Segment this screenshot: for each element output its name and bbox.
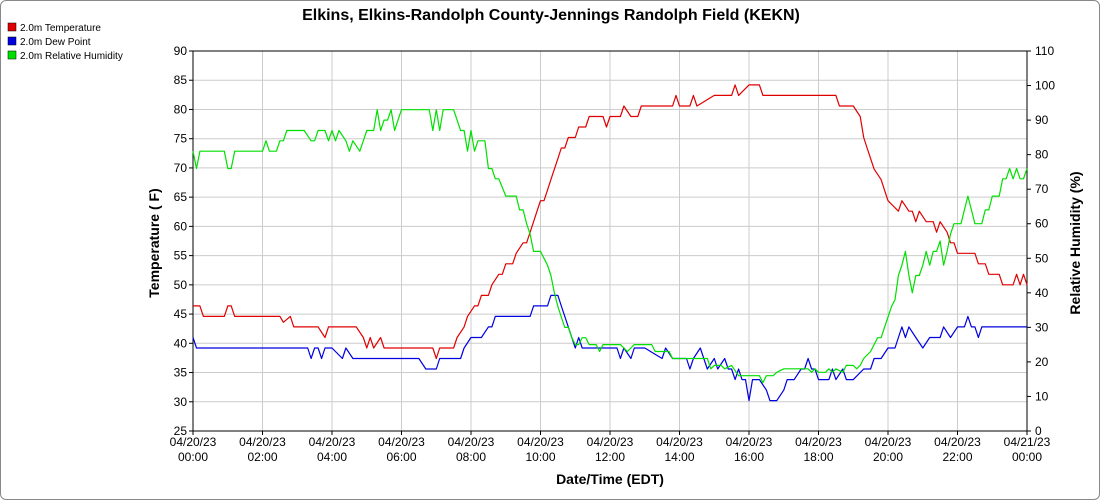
x-axis-ticks: 04/20/2300:0004/20/2302:0004/20/2304:000… bbox=[170, 431, 1051, 464]
grid bbox=[192, 50, 1028, 432]
x-tick-time: 00:00 bbox=[1012, 450, 1042, 464]
y2-tick-label: 80 bbox=[1035, 148, 1049, 162]
y-tick-label: 50 bbox=[174, 278, 188, 292]
y2-tick-label: 30 bbox=[1035, 320, 1049, 334]
x-tick-time: 14:00 bbox=[664, 450, 694, 464]
x-tick-time: 02:00 bbox=[247, 450, 277, 464]
y-axis-label: Temperature ( F) bbox=[146, 188, 162, 297]
x-tick-time: 04:00 bbox=[317, 450, 347, 464]
series-line-2-0m-relative-humidity bbox=[192, 109, 1028, 384]
x-tick-date: 04/20/23 bbox=[656, 435, 703, 449]
y2-tick-label: 10 bbox=[1035, 389, 1049, 403]
y2-axis-label: Relative Humidity (%) bbox=[1067, 171, 1083, 314]
x-tick-date: 04/20/23 bbox=[934, 435, 981, 449]
y-tick-label: 25 bbox=[174, 424, 188, 438]
x-tick-time: 18:00 bbox=[803, 450, 833, 464]
x-tick-time: 00:00 bbox=[178, 450, 208, 464]
x-tick-time: 12:00 bbox=[595, 450, 625, 464]
y2-tick-label: 90 bbox=[1035, 113, 1049, 127]
x-tick-date: 04/20/23 bbox=[239, 435, 286, 449]
x-tick-time: 20:00 bbox=[873, 450, 903, 464]
x-tick-time: 10:00 bbox=[525, 450, 555, 464]
y-tick-label: 80 bbox=[174, 102, 188, 116]
y2-tick-label: 110 bbox=[1035, 44, 1054, 58]
x-tick-date: 04/20/23 bbox=[309, 435, 356, 449]
y2-tick-label: 60 bbox=[1035, 217, 1049, 231]
x-tick-date: 04/20/23 bbox=[795, 435, 842, 449]
x-tick-time: 08:00 bbox=[456, 450, 486, 464]
y2-tick-label: 0 bbox=[1035, 424, 1042, 438]
y2-tick-label: 20 bbox=[1035, 355, 1049, 369]
series-line-2-0m-temperature bbox=[193, 84, 1028, 360]
y-tick-label: 70 bbox=[174, 161, 188, 175]
y-tick-label: 85 bbox=[174, 73, 188, 87]
x-tick-date: 04/20/23 bbox=[726, 435, 773, 449]
y2-tick-label: 70 bbox=[1035, 182, 1049, 196]
x-tick-date: 04/20/23 bbox=[448, 435, 495, 449]
x-tick-date: 04/20/23 bbox=[170, 435, 217, 449]
x-tick-date: 04/21/23 bbox=[1004, 435, 1051, 449]
y2-tick-label: 50 bbox=[1035, 251, 1049, 265]
y2-tick-label: 100 bbox=[1035, 79, 1055, 93]
legend-swatch-2-0m-temperature bbox=[7, 22, 17, 32]
legend-label-2-0m-temperature: 2.0m Temperature bbox=[20, 23, 101, 34]
x-tick-time: 16:00 bbox=[734, 450, 764, 464]
y-tick-label: 65 bbox=[174, 190, 188, 204]
series-group bbox=[192, 84, 1028, 402]
y-tick-label: 60 bbox=[174, 219, 188, 233]
y-tick-label: 45 bbox=[174, 307, 188, 321]
y-tick-label: 35 bbox=[174, 366, 188, 380]
x-tick-time: 22:00 bbox=[942, 450, 972, 464]
legend-swatch-2-0m-relative-humidity bbox=[7, 50, 17, 60]
y2-tick-label: 40 bbox=[1035, 286, 1049, 300]
x-tick-time: 06:00 bbox=[386, 450, 416, 464]
x-tick-date: 04/20/23 bbox=[587, 435, 634, 449]
x-tick-date: 04/20/23 bbox=[378, 435, 425, 449]
y-axis-right-ticks: 0 10 20 30 40 50 60 70 80 90 100 110 bbox=[1027, 44, 1055, 438]
chart-title: Elkins, Elkins-Randolph County-Jennings … bbox=[302, 7, 800, 24]
legend: 2.0m Temperature 2.0m Dew Point 2.0m Relat… bbox=[7, 22, 123, 62]
y-tick-label: 90 bbox=[174, 44, 188, 58]
y-tick-label: 30 bbox=[174, 395, 188, 409]
x-tick-date: 04/20/23 bbox=[517, 435, 564, 449]
x-tick-date: 04/20/23 bbox=[865, 435, 912, 449]
y-axis-left-ticks: 25 30 35 40 45 50 55 60 65 70 75 80 85 90 bbox=[174, 44, 193, 438]
legend-label-2-0m-relative-humidity: 2.0m Relative Humidity bbox=[20, 51, 123, 62]
legend-swatch-2-0m-dew-point bbox=[7, 36, 17, 46]
y-tick-label: 40 bbox=[174, 336, 188, 350]
x-axis-label: Date/Time (EDT) bbox=[556, 471, 664, 487]
y-tick-label: 55 bbox=[174, 249, 188, 263]
y-tick-label: 75 bbox=[174, 132, 188, 146]
legend-label-2-0m-dew-point: 2.0m Dew Point bbox=[20, 37, 91, 48]
